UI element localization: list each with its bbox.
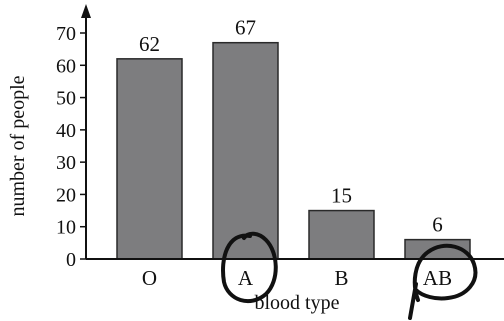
x-tick-label-b: B (334, 266, 348, 290)
y-tick-label-70: 70 (56, 23, 76, 45)
bars-group (116, 41, 471, 260)
handdrawn-circle-ab (408, 243, 478, 320)
y-tick-label-30: 30 (56, 152, 76, 174)
y-tick-label-50: 50 (56, 88, 76, 110)
y-tick-label-10: 10 (56, 217, 76, 239)
x-tick-label-ab: AB (423, 266, 452, 290)
y-tick-label-40: 40 (56, 120, 76, 142)
data-label-a: 67 (235, 16, 256, 40)
data-label-o: 62 (139, 32, 160, 56)
y-tick-label-60: 60 (56, 55, 76, 77)
y-tick-label-20: 20 (56, 184, 76, 206)
y-axis-arrowhead (81, 4, 91, 18)
handdrawn-circle-a (221, 231, 278, 304)
x-tick-label-a: A (238, 266, 254, 290)
y-tick-label-0: 0 (66, 249, 76, 271)
data-label-ab: 6 (432, 213, 443, 237)
data-label-b: 15 (331, 184, 352, 208)
bar-a (212, 41, 279, 260)
x-axis-title: blood type (255, 292, 340, 314)
y-axis-ticks-group: 0 10 20 30 40 50 60 70 (56, 23, 86, 271)
y-axis-title: number of people (7, 75, 29, 216)
x-tick-label-o: O (142, 266, 157, 290)
data-labels-group: 62 67 15 6 (139, 16, 443, 237)
bar-b (308, 209, 375, 260)
bar-o (116, 58, 183, 260)
x-axis-labels-group: O A B AB (142, 266, 452, 290)
